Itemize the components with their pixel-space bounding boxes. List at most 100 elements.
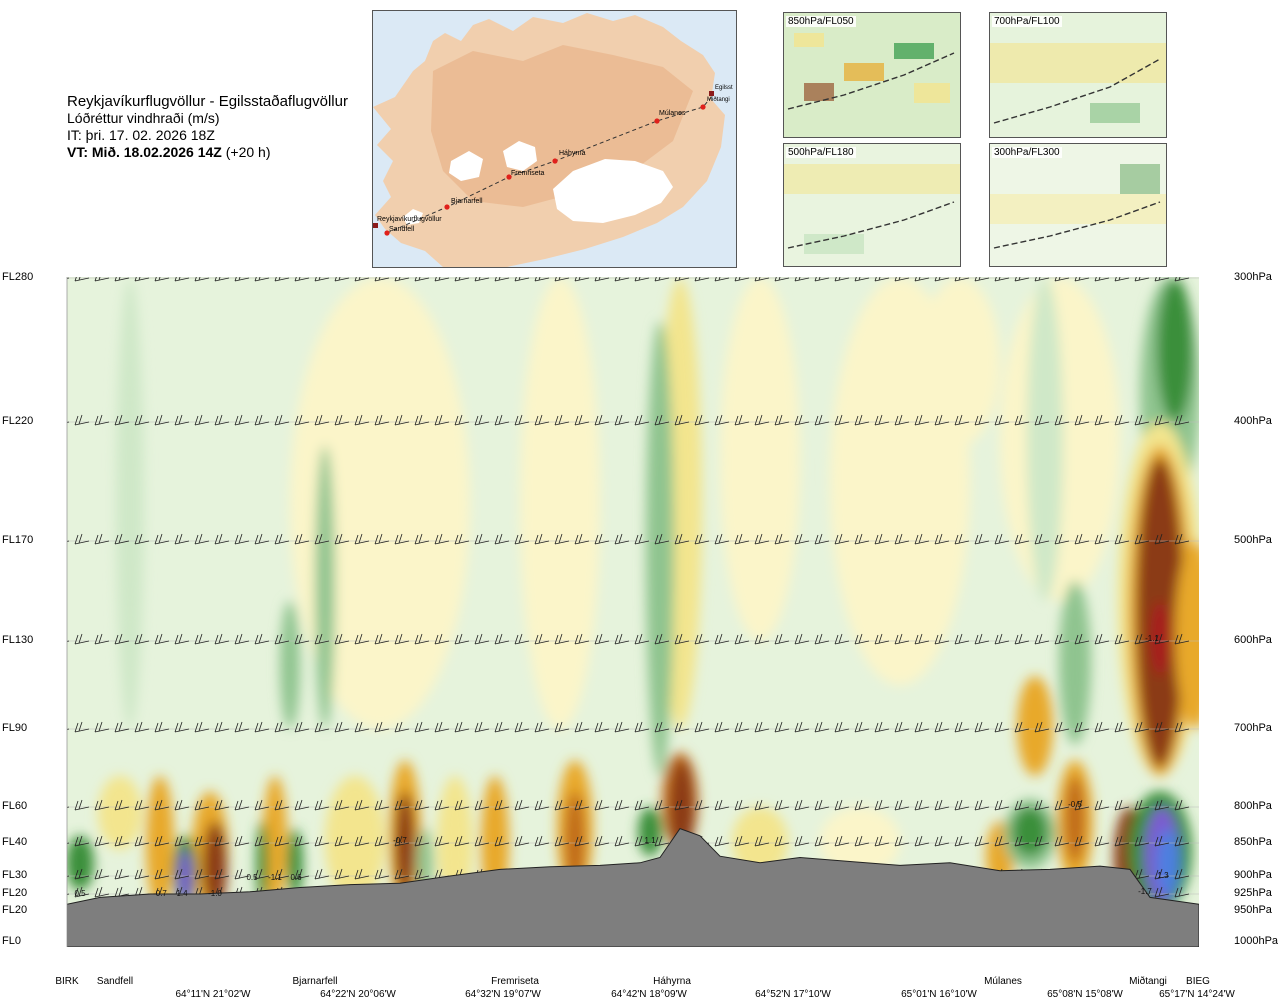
wind-barb-feather <box>598 277 601 281</box>
wind-barb-feather <box>678 533 683 544</box>
wind-barb <box>994 277 1010 282</box>
wind-barb <box>634 633 650 645</box>
wind-barb <box>574 721 590 733</box>
wind-barb <box>754 721 770 733</box>
wind-barb-shaft <box>934 540 950 545</box>
wind-barb-feather <box>1054 277 1057 282</box>
wind-barb <box>794 533 810 545</box>
wind-barb-shaft <box>354 806 370 811</box>
wind-barb-shaft <box>274 806 290 811</box>
wind-barb-shaft <box>554 540 570 545</box>
wind-barb-feather <box>418 835 423 846</box>
wind-barb <box>174 533 190 545</box>
wind-barb-shaft <box>654 728 670 733</box>
wind-barb-feather <box>934 534 939 545</box>
wind-barb-feather <box>1114 800 1119 811</box>
wind-barb <box>654 799 670 811</box>
wind-barb-shaft <box>254 842 270 847</box>
wind-barb-feather <box>598 633 603 644</box>
wind-barb-shaft <box>614 640 630 645</box>
map-glacier-south <box>403 209 423 225</box>
wind-barb-feather <box>178 799 183 810</box>
wind-barb-feather <box>658 277 661 281</box>
wind-barb-shaft <box>854 842 870 847</box>
wind-barb-feather <box>318 533 323 544</box>
wind-barb-shaft <box>454 728 470 733</box>
wind-barb-feather <box>258 277 261 281</box>
wind-barb <box>1174 633 1190 645</box>
wind-barb-feather <box>698 721 703 732</box>
value-label: 1.4 <box>176 889 188 898</box>
wind-barb-feather <box>114 534 119 545</box>
wind-barb-shaft <box>634 640 650 645</box>
wind-barb-feather <box>1138 414 1143 425</box>
wind-barb-shaft <box>634 421 650 426</box>
wind-barb-feather <box>1058 633 1063 644</box>
wind-barb-shaft <box>274 728 290 733</box>
wind-barb-feather <box>1034 277 1037 282</box>
wind-barb-shaft <box>814 640 830 645</box>
left-axis-label: FL20 <box>2 887 28 899</box>
wind-barb-feather <box>698 533 703 544</box>
wind-barb-shaft <box>174 640 190 645</box>
wind-barb-shaft <box>974 640 990 645</box>
wind-barb-shaft <box>274 277 290 282</box>
wind-barb-feather <box>838 633 843 644</box>
wind-barb-feather <box>454 415 459 426</box>
wind-barb-feather <box>878 835 883 846</box>
wind-barb <box>894 414 910 426</box>
wind-barb-shaft <box>494 728 510 733</box>
wind-barb-shaft <box>994 842 1010 847</box>
wind-barb <box>874 799 890 811</box>
wind-barb <box>534 633 550 645</box>
wind-barb-feather <box>778 721 783 732</box>
wind-barb-feather <box>794 836 799 847</box>
wind-barb-shaft <box>794 842 810 847</box>
wind-barb-feather <box>858 277 861 281</box>
wind-barb-feather <box>1018 835 1023 846</box>
coordinate-label: 65°08'N 15°08'W <box>1047 989 1123 1000</box>
wind-barb <box>134 799 150 811</box>
wind-barb-shaft <box>454 540 470 545</box>
wind-barb-feather <box>59 887 62 896</box>
wind-barb-feather <box>1114 634 1119 645</box>
wind-barb <box>694 799 710 811</box>
wind-barb <box>914 533 930 545</box>
wind-barb-feather <box>454 836 459 847</box>
wind-barb-feather <box>554 277 557 282</box>
wind-barb-feather <box>94 534 99 545</box>
wind-barb-feather <box>114 634 119 645</box>
wind-barb-shaft <box>294 640 310 645</box>
wind-barb-feather <box>318 633 323 644</box>
wind-barb-feather <box>838 277 841 281</box>
wind-barb-feather <box>958 414 963 425</box>
wind-barb <box>514 633 530 645</box>
wind-barb-feather <box>1178 886 1183 897</box>
left-axis-label: FL0 <box>2 935 21 947</box>
wind-barb-feather <box>278 799 283 810</box>
wind-barb-shaft <box>1114 842 1130 847</box>
wind-barb-feather <box>59 869 62 878</box>
wind-barb-shaft <box>1114 540 1130 545</box>
wind-barb-shaft <box>1174 728 1190 733</box>
wind-barb-shaft <box>714 540 730 545</box>
wind-barb <box>714 414 730 426</box>
wind-barb-shaft <box>494 421 510 426</box>
wind-barb <box>574 633 590 645</box>
wind-barb-feather <box>1054 634 1059 645</box>
wind-barb-feather <box>1058 277 1061 281</box>
wind-barb-feather <box>78 633 83 644</box>
wind-barb-shaft <box>394 540 410 545</box>
wind-barb-feather <box>534 534 539 545</box>
wind-barb-shaft <box>634 540 650 545</box>
wind-barb-feather <box>614 534 619 545</box>
wind-barb-feather <box>138 277 141 281</box>
wind-barb <box>514 721 530 733</box>
wind-barb-feather <box>298 721 303 732</box>
wind-barb-feather <box>314 836 319 847</box>
wind-barb-feather <box>178 633 183 644</box>
wind-barb-feather <box>894 722 899 733</box>
wind-barb-shaft <box>894 277 910 282</box>
inset-300-route <box>993 201 1161 249</box>
wind-barb <box>374 633 390 645</box>
